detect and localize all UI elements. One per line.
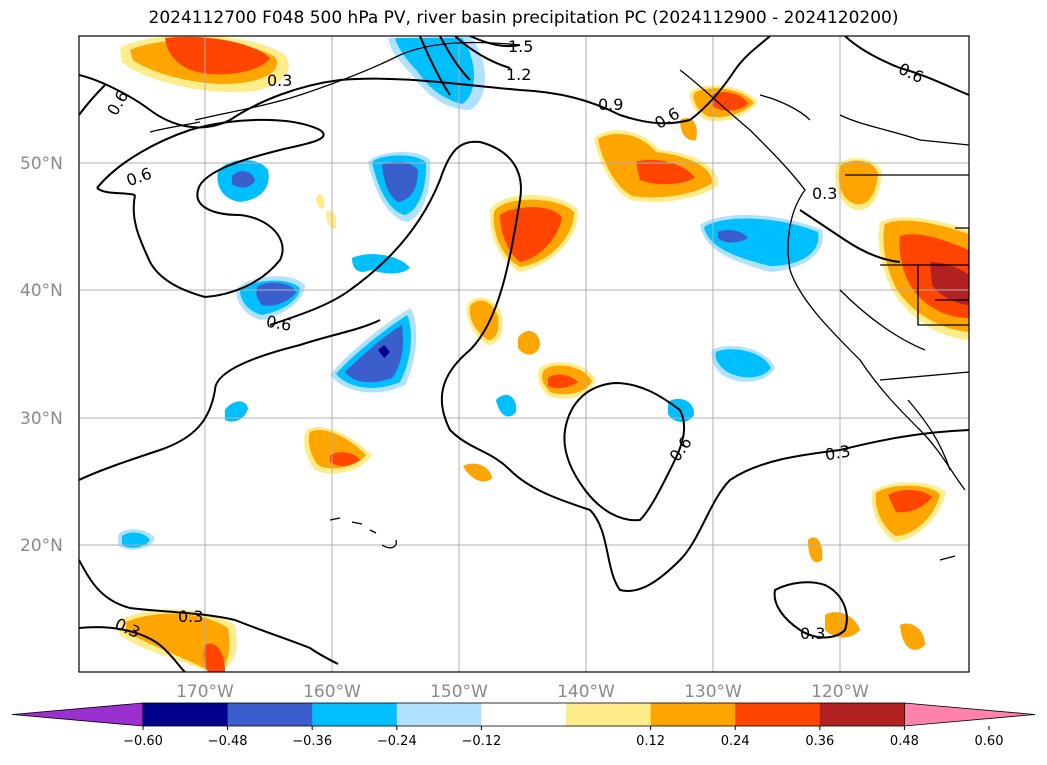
precip-shading xyxy=(118,36,969,672)
contour-label: 0.3 xyxy=(267,71,292,90)
colorbar-tick-label: 0.12 xyxy=(636,734,665,749)
colorbar-tick-label: −0.48 xyxy=(208,734,248,749)
contour-label: 0.3 xyxy=(812,184,837,203)
colorbar-tick-label: −0.24 xyxy=(377,734,417,749)
colorbar-tick-label: 0.60 xyxy=(975,734,1004,749)
lon-label: 160°W xyxy=(303,682,361,702)
contour-label: 1.2 xyxy=(506,65,531,84)
colorbar: −0.60 −0.48 −0.36 −0.24 −0.12 0.12 0.24 0.36 0.4… xyxy=(11,702,1036,749)
colorbar-segment xyxy=(481,703,567,726)
pv-contours xyxy=(79,36,969,672)
lon-label: 150°W xyxy=(430,682,488,702)
colorbar-segment xyxy=(312,703,398,726)
contour-label: 1.5 xyxy=(508,37,533,56)
lat-label: 50°N xyxy=(20,154,63,174)
colorbar-extend-high xyxy=(904,702,1036,727)
contour-label: 0.3 xyxy=(823,441,851,464)
colorbar-frame xyxy=(142,702,905,727)
colorbar-segment xyxy=(396,703,482,726)
contour-label: 0.3 xyxy=(178,607,203,626)
colorbar-tick-label: 0.48 xyxy=(890,734,919,749)
colorbar-tick-label: 0.24 xyxy=(721,734,750,749)
colorbar-segment xyxy=(143,703,229,726)
colorbar-tick-label: −0.12 xyxy=(461,734,501,749)
latitude-labels: 50°N 40°N 30°N 20°N xyxy=(20,154,63,556)
colorbar-segment xyxy=(819,703,905,726)
lon-label: 120°W xyxy=(811,682,869,702)
gridlines xyxy=(79,36,969,672)
colorbar-tick-label: −0.60 xyxy=(123,734,163,749)
colorbar-segment xyxy=(566,703,652,726)
colorbar-extend-low xyxy=(11,702,144,727)
colorbar-segment xyxy=(227,703,313,726)
lon-label: 130°W xyxy=(684,682,742,702)
contour-label: 0.9 xyxy=(598,95,623,114)
map-title: 2024112700 F048 500 hPa PV, river basin … xyxy=(148,8,899,28)
plot-frame xyxy=(78,35,970,673)
lat-label: 30°N xyxy=(20,409,63,429)
lat-label: 40°N xyxy=(20,281,63,301)
contour-label: 0.6 xyxy=(265,312,293,335)
plot-area: 1.5 1.2 0.9 0.3 0.6 0.6 0.6 0.6 0.6 0.3 … xyxy=(79,36,969,672)
lat-label: 20°N xyxy=(20,536,63,556)
coastlines xyxy=(149,41,969,561)
lon-label: 140°W xyxy=(557,682,615,702)
contour-label: 0.3 xyxy=(800,624,825,643)
colorbar-tick-label: −0.36 xyxy=(292,734,332,749)
colorbar-segment xyxy=(650,703,736,726)
longitude-labels: 170°W 160°W 150°W 140°W 130°W 120°W xyxy=(176,682,869,702)
colorbar-tick-label: 0.36 xyxy=(805,734,834,749)
lon-label: 170°W xyxy=(176,682,234,702)
colorbar-segment xyxy=(735,703,821,726)
